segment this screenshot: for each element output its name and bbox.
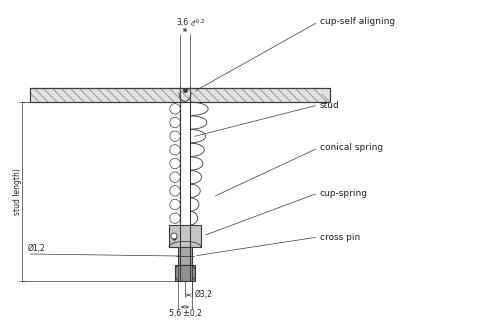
Circle shape [170,131,180,141]
Text: 0: 0 [191,22,194,27]
Text: cup-self aligning: cup-self aligning [320,18,395,27]
Bar [30,88,330,102]
Circle shape [170,186,180,196]
Text: Ø1,2: Ø1,2 [28,243,46,253]
Circle shape [170,213,180,223]
Circle shape [170,199,180,210]
Text: cross pin: cross pin [320,232,360,241]
Text: cup-spring: cup-spring [320,188,368,198]
Text: stud length): stud length) [13,168,23,215]
Text: stud: stud [320,100,340,110]
Circle shape [170,158,180,169]
Circle shape [170,145,180,155]
Circle shape [170,172,180,182]
Text: 5,6 ±0,2: 5,6 ±0,2 [168,309,201,318]
Bar [175,265,195,281]
Text: Ø3,2: Ø3,2 [195,291,213,300]
Text: 3,6: 3,6 [176,18,188,27]
Circle shape [170,104,180,114]
Text: +0.2: +0.2 [191,19,204,24]
Circle shape [170,117,180,128]
Text: conical spring: conical spring [320,144,383,152]
Circle shape [171,233,177,239]
Bar [178,247,192,265]
Bar [169,225,201,247]
